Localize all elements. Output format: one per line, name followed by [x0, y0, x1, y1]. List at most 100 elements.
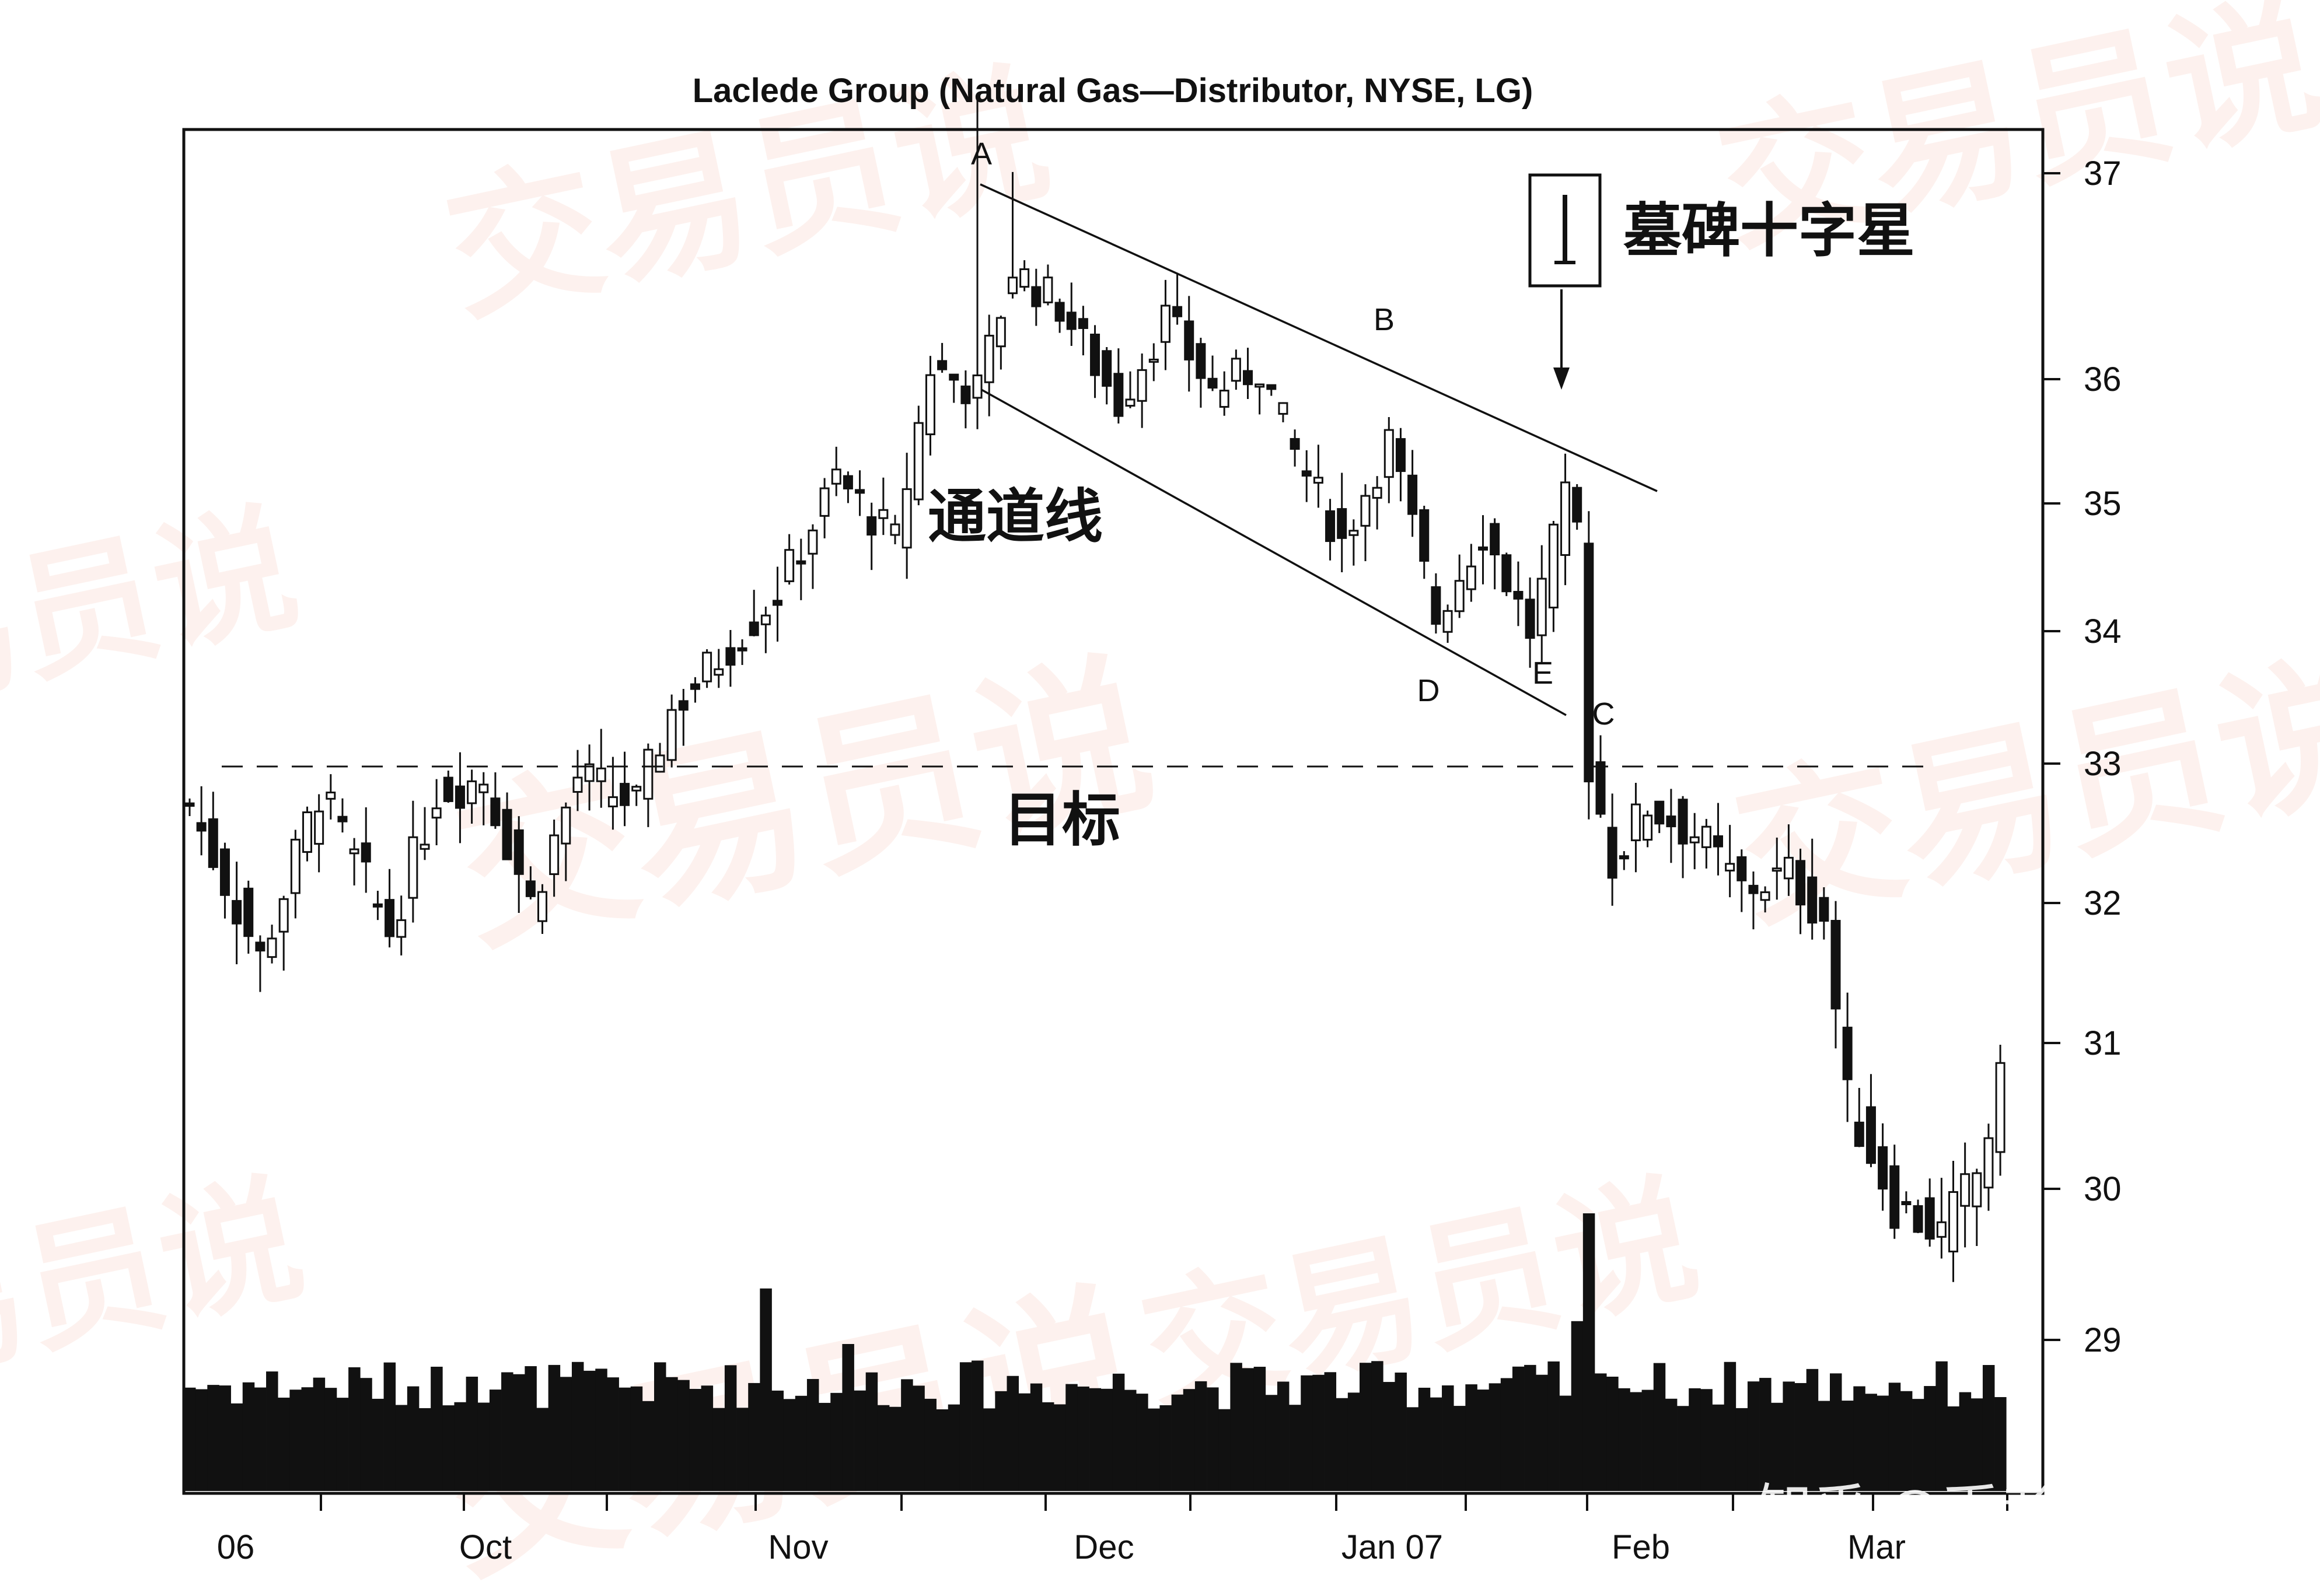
- credit-text: 知乎 @币者之路: [1756, 1478, 2167, 1543]
- y-tick-label: 30: [2084, 1170, 2122, 1208]
- candle-body: [808, 529, 818, 555]
- candle-body: [866, 516, 877, 536]
- candle-body: [549, 834, 560, 876]
- volume-bar: [748, 1382, 760, 1491]
- volume-bar: [1265, 1395, 1278, 1491]
- volume-bar: [1253, 1367, 1266, 1491]
- candle-body: [467, 780, 477, 804]
- volume-bar: [1430, 1397, 1442, 1491]
- candle-body: [1196, 343, 1206, 379]
- candle-body: [1819, 897, 1829, 922]
- candle-body: [843, 475, 853, 489]
- candle-body: [1231, 358, 1241, 382]
- volume-bar: [278, 1397, 290, 1491]
- gravestone-doji-legend: 墓碑十字星: [1528, 173, 1915, 390]
- candle-body: [572, 776, 583, 793]
- volume-bar: [1595, 1373, 1607, 1491]
- volume-bar: [301, 1387, 313, 1491]
- candle-body: [1031, 286, 1042, 307]
- volume-bar: [548, 1364, 561, 1491]
- candle-body: [1054, 302, 1065, 322]
- volume-bar: [1712, 1404, 1724, 1491]
- candle-body: [1772, 867, 1782, 872]
- candle-body: [984, 334, 994, 383]
- candle-body: [737, 647, 747, 652]
- candle-body: [1643, 814, 1653, 841]
- volume-bar: [1112, 1373, 1125, 1491]
- volume-bar: [619, 1387, 631, 1491]
- volume-bar: [1959, 1392, 1972, 1491]
- volume-bar: [1042, 1402, 1054, 1491]
- volume-bar: [1218, 1409, 1231, 1491]
- candle-body: [690, 683, 700, 690]
- volume-bar: [1159, 1405, 1172, 1491]
- candle-body: [314, 810, 324, 845]
- candle-body: [1090, 333, 1100, 376]
- candle-body: [1113, 373, 1124, 417]
- volume-bar: [1536, 1374, 1548, 1491]
- volume-bar: [689, 1388, 701, 1491]
- volume-bar: [360, 1378, 372, 1491]
- candle-body: [1383, 429, 1394, 478]
- volume-bar: [254, 1387, 267, 1491]
- volume-bar: [1630, 1392, 1642, 1491]
- candle-body: [1360, 495, 1371, 527]
- candle-body: [443, 776, 453, 802]
- candle-body: [431, 807, 442, 819]
- candle-body: [1137, 369, 1147, 402]
- candle-body: [337, 816, 348, 822]
- candle-body: [1889, 1165, 1900, 1229]
- candle-body: [796, 560, 806, 565]
- candle-body: [1301, 470, 1312, 477]
- volume-bar: [1500, 1378, 1513, 1491]
- volume-bar: [1618, 1388, 1630, 1491]
- volume-bar: [1007, 1376, 1019, 1491]
- volume-bar: [724, 1365, 737, 1491]
- candle-body: [784, 549, 795, 582]
- candle-body: [631, 786, 642, 792]
- volume-bar: [1395, 1372, 1407, 1491]
- candle-body: [1689, 836, 1700, 844]
- lower-channel-line: [981, 388, 1567, 716]
- candle-body: [1019, 268, 1030, 288]
- candle-body: [196, 822, 207, 832]
- volume-bar: [560, 1377, 572, 1491]
- volume-bar: [1136, 1394, 1148, 1491]
- candle-body: [1442, 610, 1453, 633]
- candle-body: [385, 899, 395, 937]
- volume-bar: [1582, 1213, 1595, 1491]
- volume-bar: [1783, 1381, 1795, 1491]
- volume-bar: [1089, 1388, 1102, 1491]
- volume-bar: [1806, 1368, 1819, 1491]
- candle-body: [584, 763, 595, 782]
- candle-body: [1337, 508, 1347, 539]
- candle-body: [1419, 509, 1430, 562]
- candle-body: [208, 818, 218, 868]
- volume-bar: [1418, 1387, 1431, 1491]
- candle-body: [1924, 1197, 1935, 1240]
- y-tick-label: 32: [2084, 884, 2122, 922]
- candle-body: [1043, 276, 1053, 303]
- volume-bar: [372, 1398, 384, 1491]
- volume-bar: [1747, 1381, 1760, 1491]
- candle-body: [773, 600, 782, 606]
- volume-bar: [1888, 1382, 1901, 1491]
- candle-body: [1878, 1146, 1888, 1190]
- volume-bar: [1277, 1381, 1290, 1491]
- label-c: C: [1592, 696, 1615, 732]
- candle-body: [1266, 384, 1277, 390]
- candle-body: [702, 652, 712, 682]
- y-tick-label: 31: [2084, 1024, 2122, 1062]
- candle-body: [1536, 578, 1547, 636]
- volume-bar: [1606, 1377, 1619, 1491]
- volume-bar: [736, 1408, 749, 1491]
- volume-bar: [1947, 1406, 1959, 1491]
- candle-body: [995, 317, 1006, 348]
- candle-body: [1078, 318, 1088, 329]
- candle-body: [349, 848, 359, 855]
- volume-bar: [889, 1406, 902, 1491]
- volume-bar: [701, 1385, 714, 1491]
- candle-body: [232, 900, 242, 925]
- y-tick-label: 29: [2084, 1321, 2122, 1359]
- volume-bar: [595, 1368, 607, 1491]
